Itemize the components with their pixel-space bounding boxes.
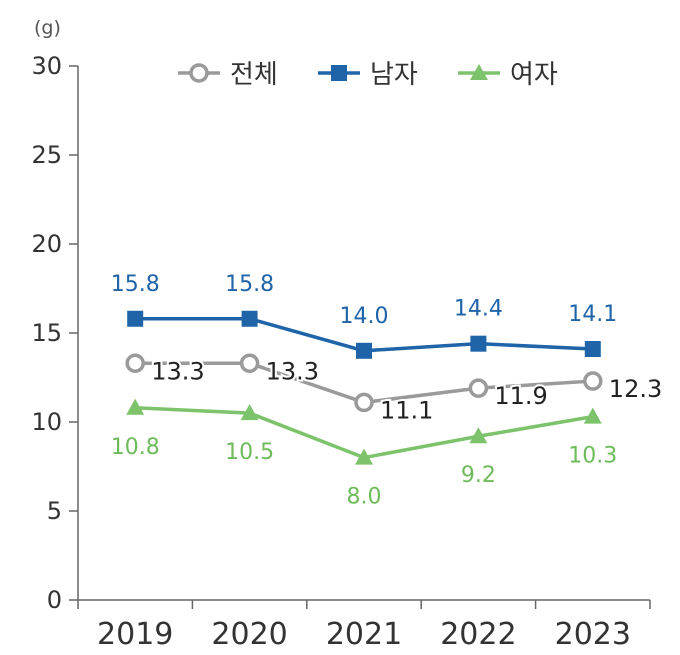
- y-tick-label: 25: [31, 141, 62, 169]
- data-point-marker: [355, 448, 373, 465]
- y-axis-ticks: 0 5 10 15 20 25 30: [31, 52, 78, 614]
- x-tick-label: 2022: [440, 617, 516, 652]
- data-point-marker: [125, 353, 145, 374]
- data-label: 8.0: [347, 485, 382, 510]
- series-2: 15.8 15.8 14.0 14.4 14.1: [111, 272, 617, 359]
- y-tick-label: 0: [47, 586, 62, 614]
- legend-label: 여자: [510, 60, 558, 90]
- x-axis-ticks: 2019 2020 2021 2022 2023: [77, 600, 651, 652]
- data-point-marker: [470, 335, 487, 352]
- x-tick-label: 2021: [326, 617, 402, 652]
- data-label: 13.3: [151, 357, 204, 385]
- x-tick-label: 2019: [97, 617, 173, 652]
- data-label: 10.3: [568, 444, 617, 469]
- data-point-marker: [584, 341, 601, 358]
- data-point-marker: [583, 371, 603, 391]
- legend-item: 전체: [178, 60, 278, 90]
- legend-item: 남자: [318, 60, 418, 90]
- data-label: 13.3: [266, 357, 319, 385]
- data-point-marker: [583, 407, 602, 424]
- legend: 전체 남자 여자: [178, 60, 558, 90]
- data-label: 10.8: [111, 435, 160, 460]
- data-label: 12.3: [609, 375, 662, 403]
- data-point-marker: [354, 392, 374, 413]
- y-axis-unit: (g): [34, 17, 61, 39]
- data-label: 14.4: [454, 297, 503, 322]
- y-tick-label: 20: [31, 230, 62, 258]
- data-label: 9.2: [461, 463, 496, 488]
- legend-label: 남자: [370, 60, 418, 90]
- legend-label: 전체: [230, 60, 278, 90]
- data-label: 15.8: [111, 272, 160, 297]
- data-point-marker: [126, 398, 145, 415]
- y-tick-label: 5: [47, 497, 62, 525]
- x-tick-label: 2020: [211, 617, 287, 652]
- data-point-marker: [127, 310, 144, 327]
- data-point-marker: [241, 310, 258, 327]
- y-tick-label: 15: [31, 319, 62, 347]
- legend-marker: [470, 64, 488, 80]
- y-tick-label: 10: [31, 408, 62, 436]
- series-layer: 13.3 13.3 11.1 11.9 12.3 15.8 15.8 14.0 14.4 14.1…: [111, 272, 665, 510]
- data-point-marker: [240, 404, 259, 421]
- data-label: 14.1: [568, 302, 617, 327]
- data-point-marker: [468, 378, 489, 398]
- data-point-marker: [356, 342, 372, 359]
- legend-marker: [331, 65, 347, 81]
- data-label: 11.9: [494, 382, 547, 410]
- data-label: 15.8: [225, 272, 274, 297]
- series-1: 13.3 13.3 11.1 11.9 12.3: [125, 353, 664, 426]
- legend-item: 여자: [458, 60, 558, 90]
- data-label: 10.5: [225, 440, 274, 465]
- y-tick-label: 30: [31, 52, 62, 80]
- legend-marker: [189, 63, 209, 83]
- data-label: 11.1: [380, 396, 433, 424]
- x-tick-label: 2023: [555, 617, 631, 652]
- data-point-marker: [469, 427, 488, 444]
- data-label: 14.0: [340, 304, 389, 329]
- data-point-marker: [239, 353, 260, 374]
- series-3: 10.8 10.5 8.0 9.2 10.3: [111, 398, 617, 510]
